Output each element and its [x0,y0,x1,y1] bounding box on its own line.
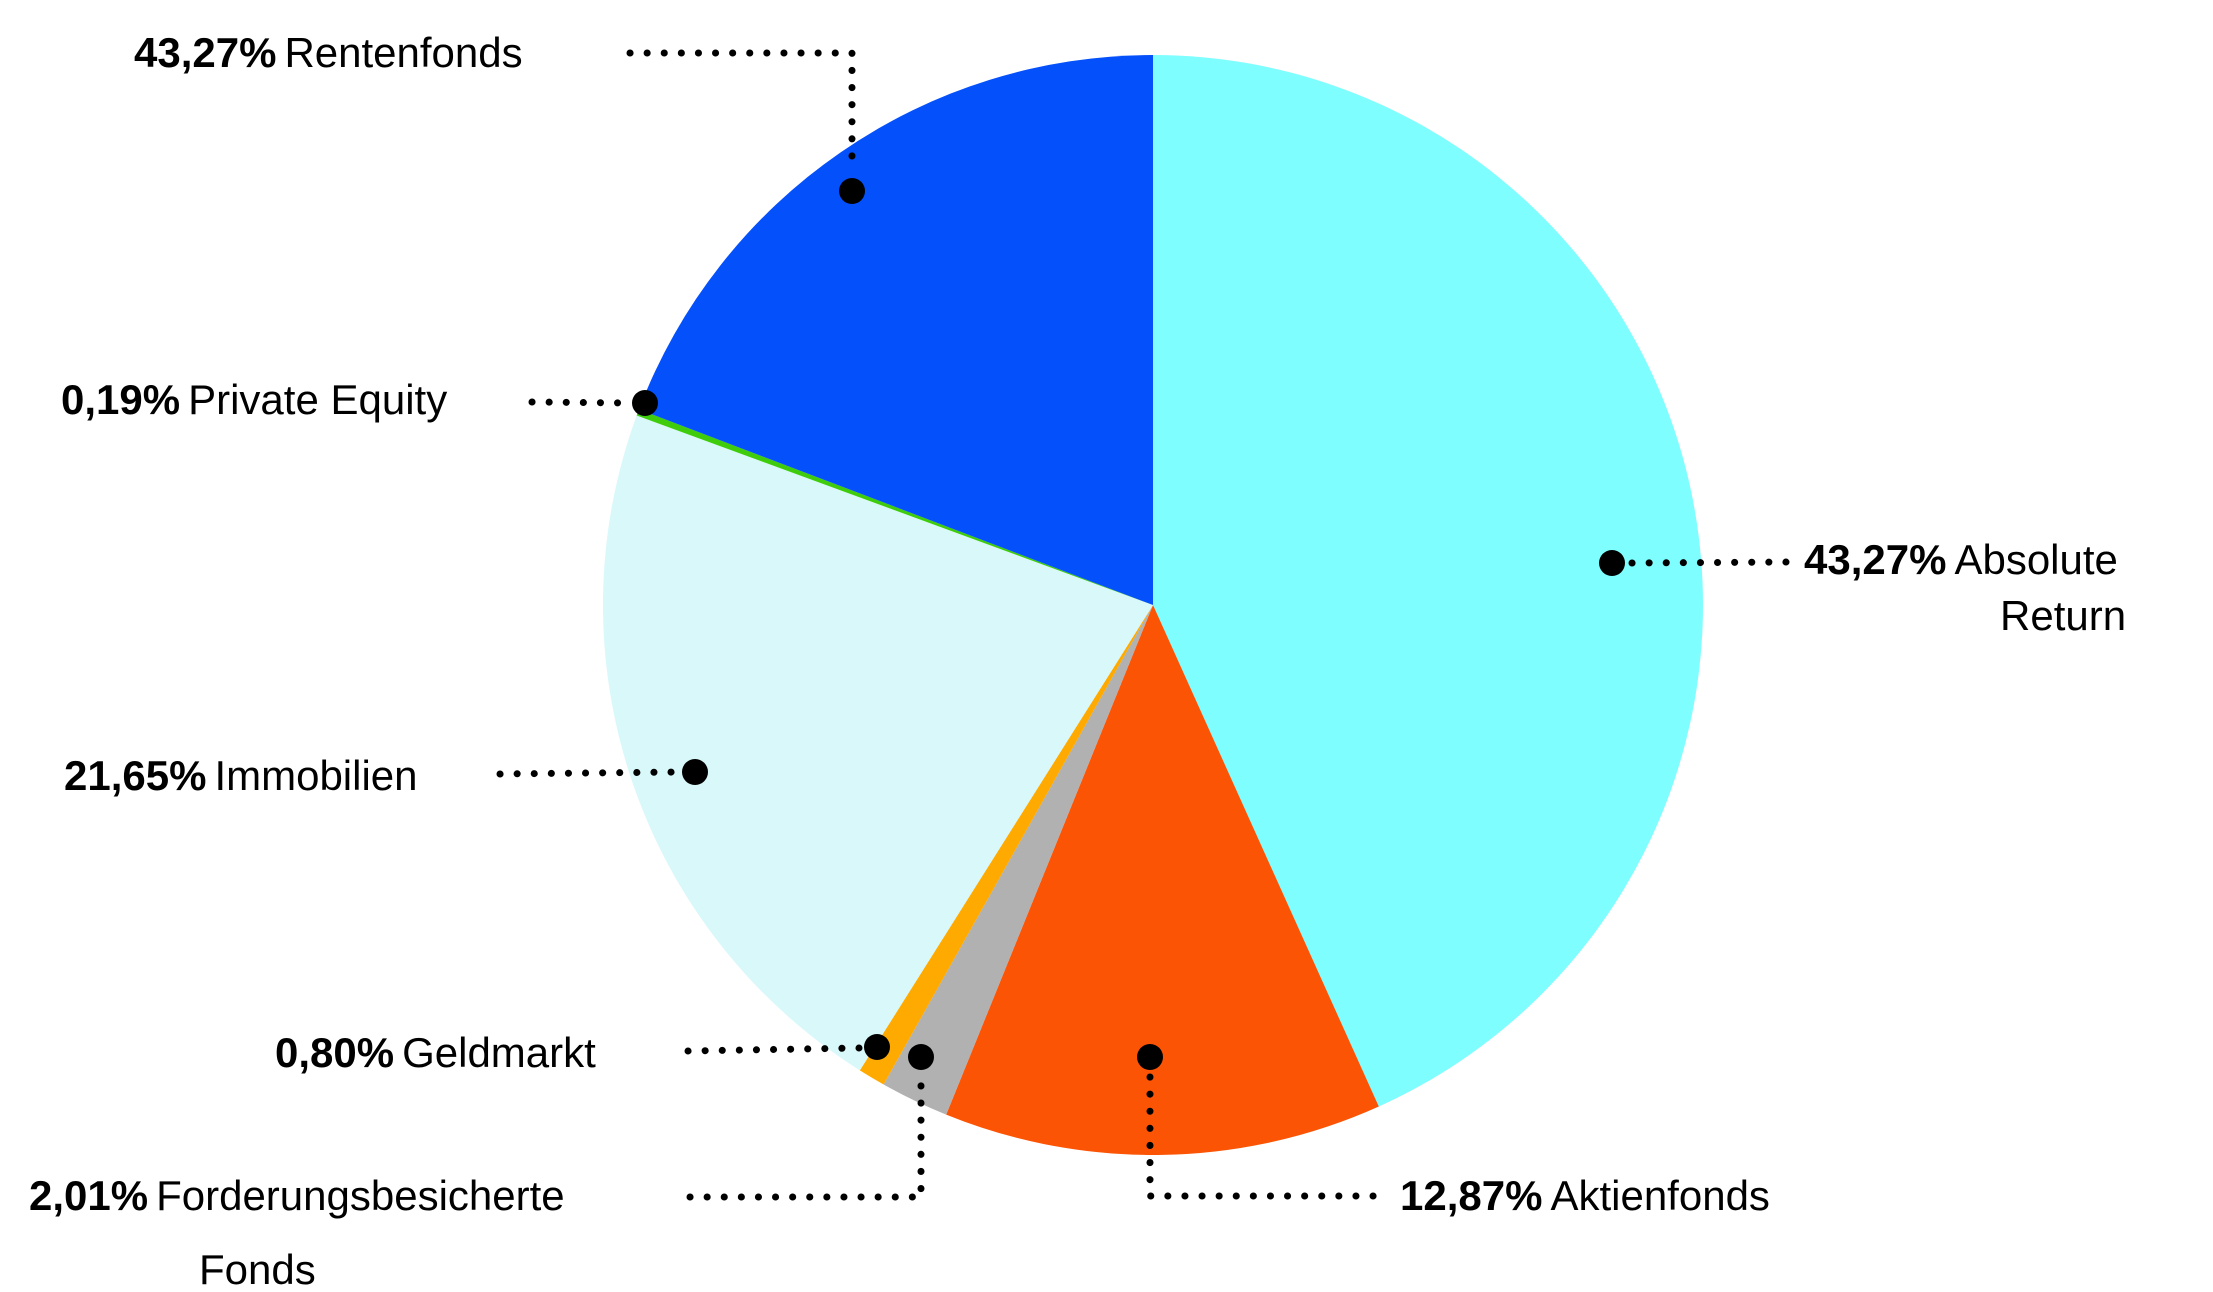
leader-dot-rentenfonds [839,178,865,204]
leader-line-immobilien [496,768,681,778]
leader-line-absolute-return [1628,558,1800,567]
pie-slice-private-equity [636,409,1153,605]
label-rentenfonds-name: Rentenfonds [284,29,523,76]
label-absolute-return-pct: 43,27% [1804,536,1947,583]
leader-dot-private-equity [632,390,658,416]
label-aktienfonds-pct: 12,87% [1400,1172,1543,1219]
leader-line-rentenfonds [626,49,856,176]
label-rentenfonds: 43,27% Rentenfonds [134,32,523,74]
leader-line-geldmarkt [684,1044,863,1055]
label-private-equity-name: Private Equity [188,376,448,423]
label-absolute-return-line2: Return [2000,595,2126,637]
label-forderungsbesicherte-pct: 2,01% [29,1172,149,1219]
leader-line-forderungsbesicherte [686,1073,925,1201]
pie-slice-forderungsbesicherte-fonds [883,605,1153,1115]
pie-slice-immobilien [602,415,1153,1071]
label-rentenfonds-pct: 43,27% [134,29,277,76]
leader-dot-aktienfonds [1137,1044,1163,1070]
label-private-equity-pct: 0,19% [61,376,181,423]
label-private-equity: 0,19% Private Equity [61,379,447,421]
label-forderungsbesicherte-name: Forderungsbesicherte [156,1172,565,1219]
label-absolute-return-line1: 43,27% Absolute [1804,539,2118,581]
leader-line-private-equity [528,398,631,407]
pie-slice-aktienfonds [946,605,1379,1156]
leader-dot-forderungsbesicherte [908,1044,934,1070]
leader-line-aktienfonds [1146,1073,1392,1200]
label-forderungsbesicherte-line1: 2,01% Forderungsbesicherte [29,1175,565,1217]
label-immobilien: 21,65% Immobilien [64,755,418,797]
leader-dot-immobilien [682,759,708,785]
label-immobilien-name: Immobilien [214,752,418,799]
pie-slice-rentenfonds [638,55,1153,605]
leader-dot-absolute-return [1599,550,1625,576]
label-absolute-return-name: Absolute [1954,536,2118,583]
label-aktienfonds: 12,87% Aktienfonds [1400,1175,1770,1217]
label-forderungsbesicherte-line2: Fonds [199,1249,316,1291]
pie-slice-absolute-return [1153,55,1704,1107]
label-forderungsbesicherte-name2: Fonds [199,1246,316,1292]
leader-dot-geldmarkt [864,1034,890,1060]
label-absolute-return-name2: Return [2000,592,2127,639]
label-aktienfonds-name: Aktienfonds [1550,1172,1770,1219]
label-immobilien-pct: 21,65% [64,752,207,799]
label-geldmarkt: 0,80% Geldmarkt [275,1032,596,1074]
label-geldmarkt-name: Geldmarkt [402,1029,596,1076]
label-geldmarkt-pct: 0,80% [275,1029,395,1076]
pie-slice-geldmarkt [859,605,1153,1085]
